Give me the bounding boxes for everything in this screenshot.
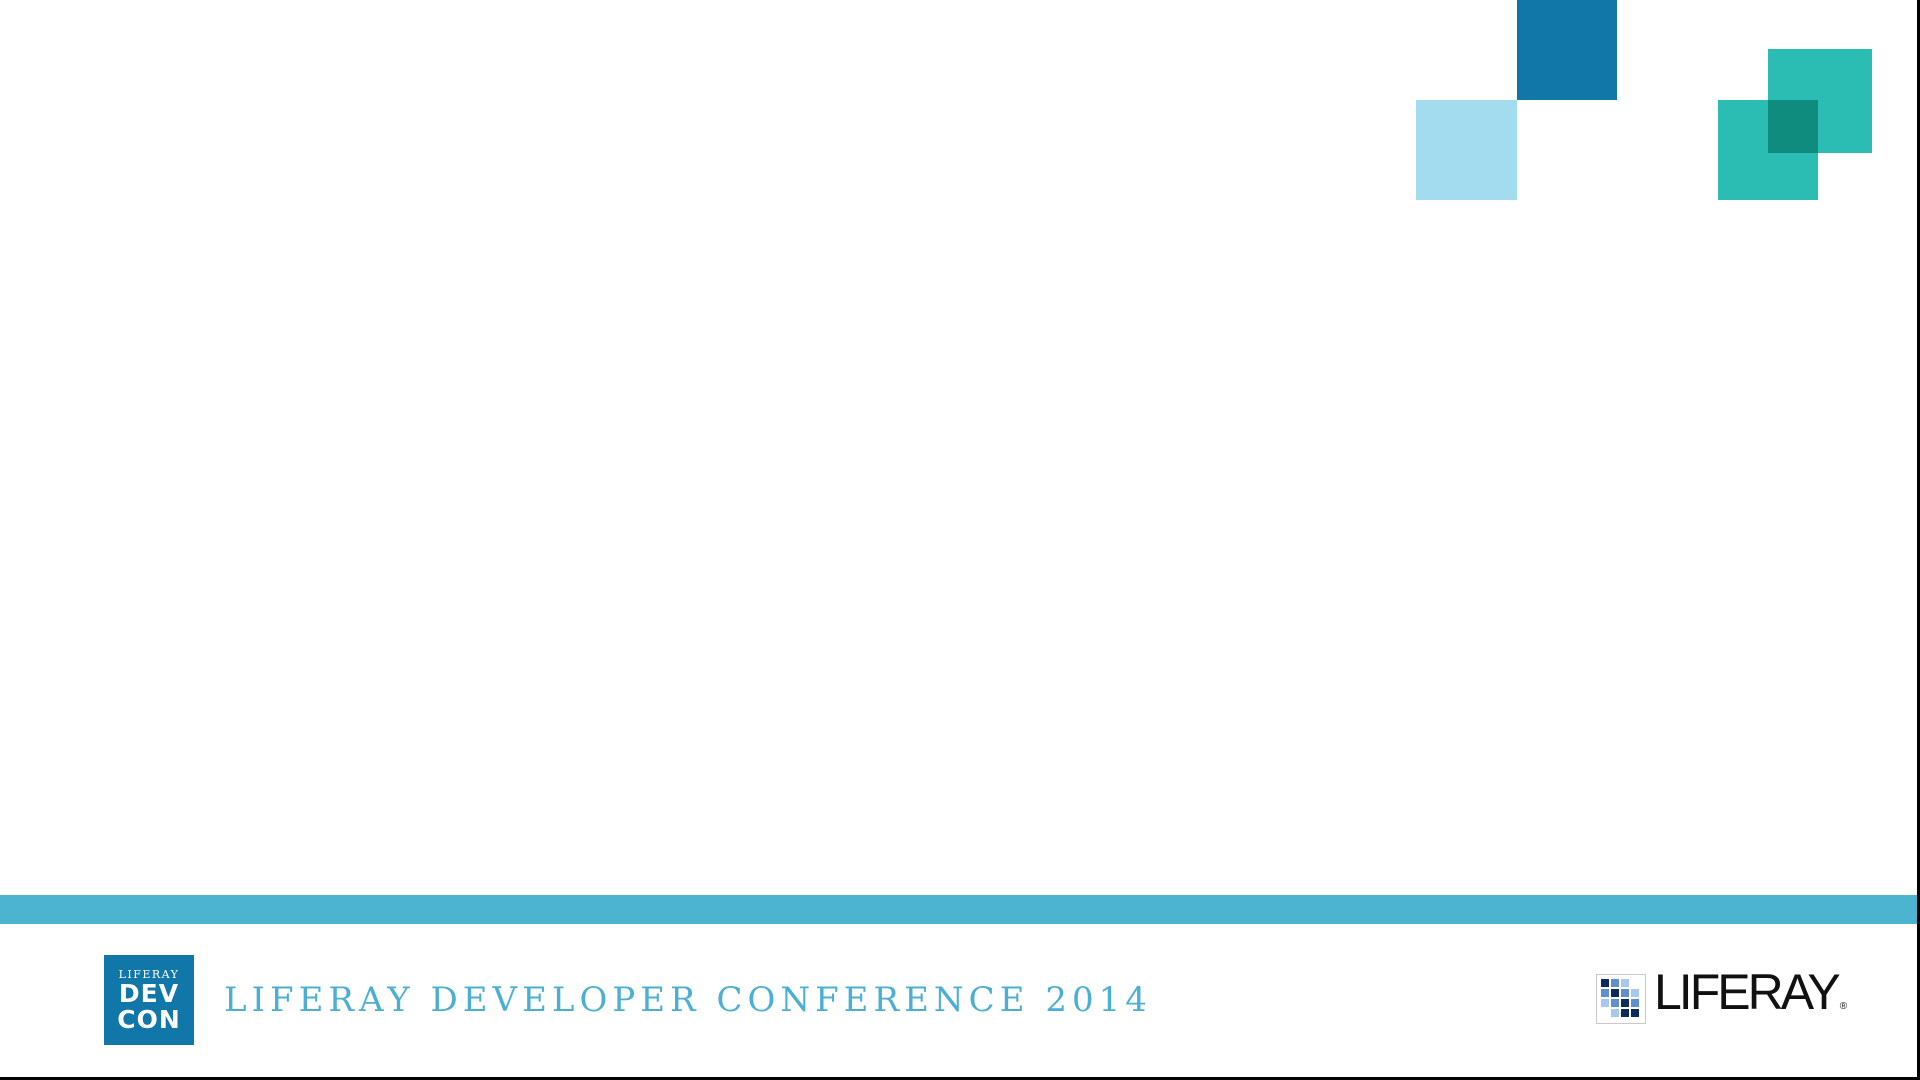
liferay-grid-cell <box>1611 989 1619 997</box>
liferay-grid-cell <box>1611 979 1619 987</box>
liferay-grid-cell <box>1631 999 1639 1007</box>
devcon-logo-line1: DEV <box>118 978 180 1008</box>
footer-bar <box>0 895 1917 924</box>
liferay-grid-cell <box>1601 989 1609 997</box>
devcon-logo-top-text: LIFERAY <box>118 967 180 981</box>
liferay-wordmark: LIFERAY ® <box>1654 965 1847 1034</box>
liferay-logo: LIFERAY ® <box>1596 965 1847 1026</box>
decor-square-light-blue <box>1416 100 1517 200</box>
liferay-grid-cell <box>1611 999 1619 1007</box>
right-edge-line <box>1917 0 1920 1080</box>
liferay-grid-cell <box>1631 1009 1639 1017</box>
liferay-wordmark-text: LIFERAY <box>1654 963 1841 1020</box>
liferay-grid-cell <box>1631 989 1639 997</box>
devcon-logo-line2: CON <box>117 1004 181 1034</box>
liferay-grid-cell <box>1611 1009 1619 1017</box>
devcon-logo: LIFERAY DEV CON <box>104 955 194 1045</box>
liferay-grid-cell <box>1601 979 1609 987</box>
liferay-grid-cell <box>1621 979 1629 987</box>
registered-mark: ® <box>1839 1000 1848 1012</box>
conference-title: LIFERAY DEVELOPER CONFERENCE 2014 <box>224 980 1152 1020</box>
bottom-edge-line <box>0 1077 1920 1080</box>
liferay-grid-cell <box>1621 989 1629 997</box>
liferay-grid-icon <box>1601 979 1639 1017</box>
liferay-logo-mark-icon <box>1596 974 1646 1024</box>
decor-square-teal-overlap <box>1768 100 1818 153</box>
liferay-grid-cell <box>1621 1009 1629 1017</box>
liferay-grid-cell <box>1601 999 1609 1007</box>
decor-square-dark-blue <box>1517 0 1617 100</box>
liferay-grid-cell <box>1621 999 1629 1007</box>
